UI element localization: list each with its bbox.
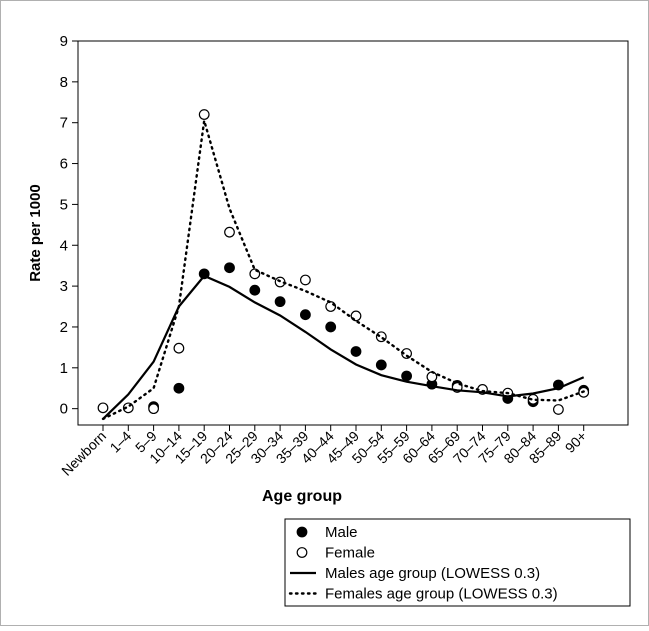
male-point	[249, 284, 261, 296]
x-tick-label: Newborn	[58, 428, 109, 479]
y-tick-label: 0	[60, 401, 68, 418]
y-tick-label: 8	[60, 74, 68, 91]
x-tick-label: 90+	[562, 428, 590, 456]
legend-symbol-marker	[296, 547, 308, 558]
male-point	[401, 370, 413, 382]
series-line-3	[101, 120, 585, 421]
female-point	[426, 371, 438, 383]
female-point	[224, 226, 235, 238]
legend-label: Female	[325, 545, 375, 562]
female-point	[325, 301, 337, 312]
y-axis-label: Rate per 1000	[27, 184, 44, 282]
male-point	[375, 359, 387, 371]
plot-area	[77, 40, 629, 426]
y-tick-label: 7	[60, 115, 68, 132]
y-tick-label: 6	[60, 156, 68, 173]
y-tick-label: 5	[60, 196, 68, 213]
legend-symbol-marker	[296, 526, 308, 538]
male-point	[224, 262, 235, 274]
y-tick-label: 9	[60, 33, 68, 50]
female-point	[173, 342, 185, 354]
male-point	[300, 309, 311, 321]
legend-label: Females age group (LOWESS 0.3)	[325, 586, 558, 603]
female-point	[300, 274, 311, 286]
female-point	[375, 331, 387, 343]
series-layer	[97, 109, 590, 421]
x-tick-label: 1–4	[107, 428, 135, 456]
male-point	[173, 382, 185, 394]
male-point	[274, 296, 286, 308]
male-point	[350, 346, 362, 357]
legend-box	[284, 518, 631, 607]
female-point	[97, 402, 109, 414]
y-tick-label: 1	[60, 360, 68, 377]
y-axis: 0 1 2 3 4 5 6 7 8 9	[60, 33, 78, 418]
female-point	[553, 404, 564, 415]
y-tick-label: 3	[60, 278, 68, 295]
female-point	[148, 403, 160, 415]
x-axis-label: Age group	[262, 488, 342, 505]
series-line-2	[102, 274, 585, 420]
y-tick-label: 4	[60, 237, 68, 254]
female-point	[198, 109, 210, 120]
legend-label: Male	[325, 524, 358, 541]
male-point	[325, 321, 337, 333]
x-axis: Newborn1–45–910–1415–1920–2425–2930–3435…	[58, 425, 590, 479]
legend-label: Males age group (LOWESS 0.3)	[325, 565, 540, 582]
legend: Male Female Males age group (LOWESS 0.3) Fe…	[284, 518, 631, 607]
y-tick-label: 2	[60, 319, 68, 336]
